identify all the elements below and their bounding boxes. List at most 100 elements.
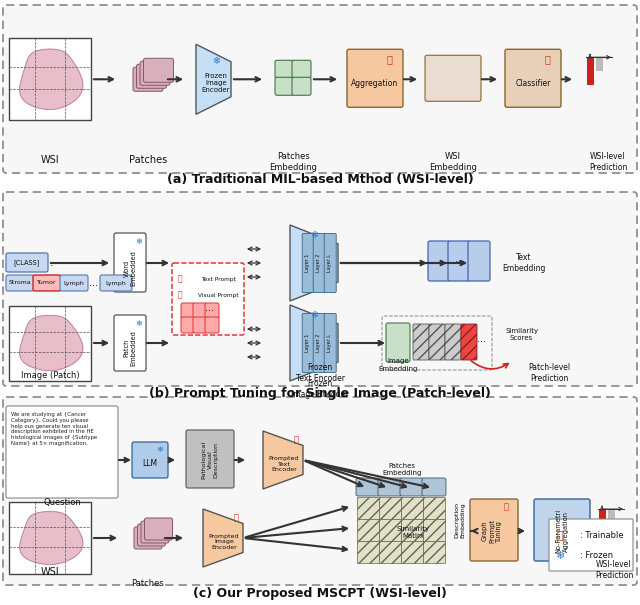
Text: Stroma: Stroma — [8, 281, 31, 286]
Text: Layer L: Layer L — [327, 254, 332, 272]
Text: No-Parametri
Aggregation: No-Parametri Aggregation — [556, 509, 568, 553]
Text: : Trainable: : Trainable — [580, 532, 623, 540]
Text: 🔥: 🔥 — [504, 503, 509, 511]
Text: ❄: ❄ — [157, 445, 163, 454]
Text: Description
Embedding: Description Embedding — [454, 502, 465, 538]
FancyBboxPatch shape — [205, 303, 219, 319]
FancyBboxPatch shape — [380, 541, 401, 563]
FancyBboxPatch shape — [275, 77, 294, 95]
Text: Similarity
Scores: Similarity Scores — [505, 329, 538, 341]
Bar — [9, 502, 91, 574]
FancyBboxPatch shape — [136, 64, 166, 88]
FancyBboxPatch shape — [143, 58, 173, 82]
FancyBboxPatch shape — [401, 520, 424, 541]
FancyBboxPatch shape — [380, 497, 401, 520]
Text: Layer L: Layer L — [327, 334, 332, 352]
FancyBboxPatch shape — [186, 430, 234, 488]
Text: Visual Prompt: Visual Prompt — [198, 292, 238, 298]
FancyBboxPatch shape — [114, 233, 146, 292]
Text: Pathological
Visual
Description: Pathological Visual Description — [202, 441, 218, 479]
FancyBboxPatch shape — [114, 315, 146, 371]
FancyBboxPatch shape — [193, 317, 207, 333]
Text: Frozen
Image Encoder: Frozen Image Encoder — [291, 379, 349, 399]
Text: 🔥: 🔥 — [557, 531, 563, 541]
Text: Tumor: Tumor — [37, 281, 57, 286]
Text: Prompted
Text
Encoder: Prompted Text Encoder — [269, 456, 299, 473]
FancyBboxPatch shape — [470, 499, 518, 561]
FancyBboxPatch shape — [424, 497, 445, 520]
FancyBboxPatch shape — [100, 275, 132, 291]
Text: 🔥: 🔥 — [178, 290, 182, 299]
Text: Text Prompt: Text Prompt — [200, 276, 236, 281]
Text: Layer 2: Layer 2 — [316, 334, 321, 352]
Polygon shape — [20, 511, 83, 564]
Text: WSI-level
Prediction: WSI-level Prediction — [589, 152, 627, 172]
Text: ❄: ❄ — [136, 237, 143, 246]
FancyBboxPatch shape — [424, 541, 445, 563]
Bar — [9, 38, 91, 120]
Text: Prompted
Image
Encoder: Prompted Image Encoder — [209, 534, 239, 551]
Text: Layer 1: Layer 1 — [305, 334, 310, 352]
Text: Aggregation: Aggregation — [351, 79, 399, 88]
FancyBboxPatch shape — [324, 313, 336, 373]
Text: Frozen
Image
Encoder: Frozen Image Encoder — [202, 73, 230, 93]
FancyBboxPatch shape — [6, 406, 118, 498]
FancyBboxPatch shape — [422, 478, 446, 496]
Text: (c) Our Proposed MSCPT (WSI-level): (c) Our Proposed MSCPT (WSI-level) — [193, 587, 447, 601]
FancyBboxPatch shape — [292, 77, 311, 95]
FancyBboxPatch shape — [505, 49, 561, 107]
Text: ❄: ❄ — [212, 56, 220, 67]
FancyBboxPatch shape — [302, 234, 314, 292]
FancyBboxPatch shape — [461, 324, 477, 360]
Text: We are studying at {Cancer
Category}. Could you please
help ous generate ten vis: We are studying at {Cancer Category}. Co… — [11, 412, 97, 446]
FancyBboxPatch shape — [313, 313, 325, 373]
Polygon shape — [263, 431, 303, 489]
Text: 🔥: 🔥 — [234, 514, 239, 523]
Text: Patches
Embedding: Patches Embedding — [269, 152, 317, 172]
FancyBboxPatch shape — [292, 60, 311, 78]
Text: 🔥: 🔥 — [178, 275, 182, 284]
Text: Patches: Patches — [129, 155, 167, 165]
Text: Question: Question — [43, 497, 81, 506]
FancyBboxPatch shape — [428, 241, 450, 281]
Polygon shape — [20, 315, 83, 371]
FancyBboxPatch shape — [358, 541, 380, 563]
Text: ...: ... — [477, 334, 486, 344]
FancyBboxPatch shape — [400, 478, 424, 496]
Polygon shape — [290, 305, 338, 381]
Text: ...: ... — [90, 278, 99, 288]
Polygon shape — [290, 225, 338, 301]
Bar — [607, 509, 614, 521]
Text: : Frozen: : Frozen — [580, 552, 613, 560]
Bar — [598, 509, 605, 535]
Text: Patches: Patches — [132, 580, 164, 589]
FancyBboxPatch shape — [425, 55, 481, 101]
Text: ...: ... — [454, 254, 465, 264]
Polygon shape — [20, 49, 83, 110]
FancyBboxPatch shape — [378, 478, 402, 496]
Text: Layer 1: Layer 1 — [305, 254, 310, 272]
FancyBboxPatch shape — [3, 192, 637, 386]
Text: Classifier: Classifier — [515, 79, 550, 88]
FancyBboxPatch shape — [138, 524, 166, 546]
FancyBboxPatch shape — [3, 397, 637, 585]
FancyBboxPatch shape — [356, 478, 380, 496]
FancyBboxPatch shape — [172, 263, 244, 335]
Text: Patch-level
Prediction: Patch-level Prediction — [528, 363, 570, 383]
Text: 🔥: 🔥 — [386, 54, 392, 64]
Text: Image (Patch): Image (Patch) — [20, 370, 79, 379]
FancyBboxPatch shape — [134, 527, 162, 549]
Text: Lymph: Lymph — [106, 281, 126, 286]
Polygon shape — [203, 509, 243, 567]
Text: Patches
Embedding: Patches Embedding — [382, 463, 422, 477]
FancyBboxPatch shape — [347, 49, 403, 107]
Text: (b) Prompt Tuning for Single Image (Patch-level): (b) Prompt Tuning for Single Image (Patc… — [149, 387, 491, 399]
FancyBboxPatch shape — [205, 317, 219, 333]
FancyBboxPatch shape — [3, 5, 637, 173]
FancyBboxPatch shape — [386, 323, 410, 362]
Text: 🔥: 🔥 — [544, 54, 550, 64]
FancyBboxPatch shape — [380, 520, 401, 541]
Bar — [9, 306, 91, 381]
Text: Layer 2: Layer 2 — [316, 254, 321, 272]
FancyBboxPatch shape — [145, 518, 173, 540]
